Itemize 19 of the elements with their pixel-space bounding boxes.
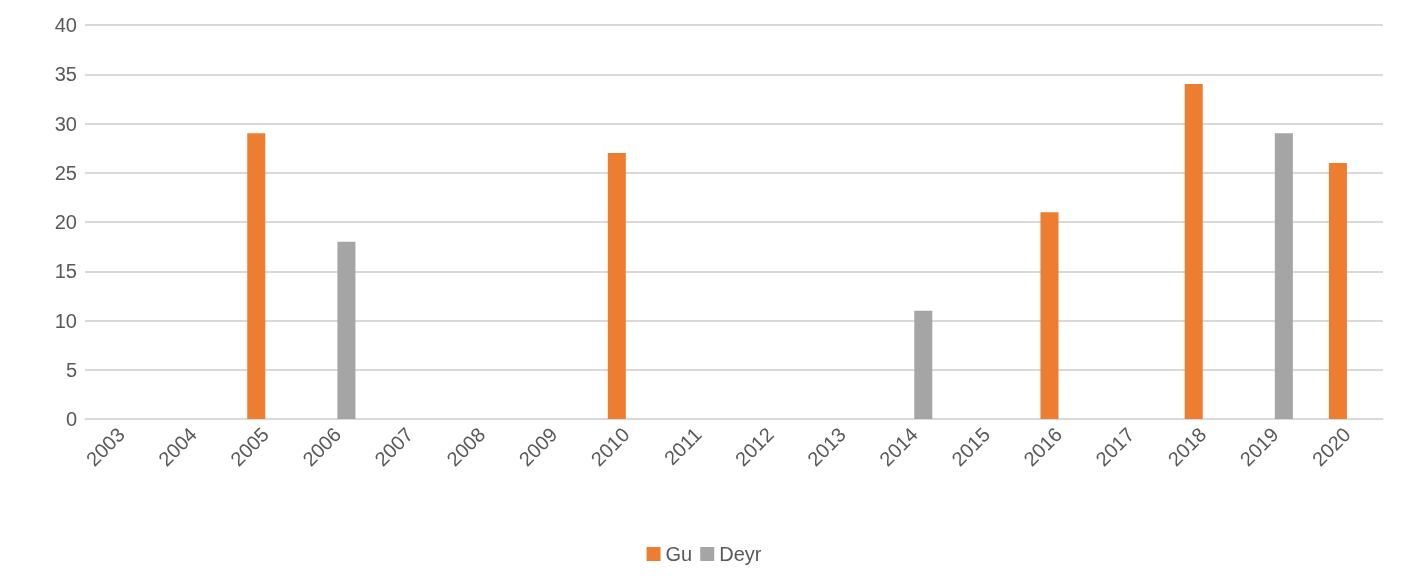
y-tick-label: 5: [65, 358, 77, 381]
y-tick-label: 30: [54, 112, 77, 135]
y-tick-label: 15: [54, 260, 77, 283]
bar: [247, 133, 266, 419]
bar: [1040, 212, 1059, 419]
y-tick-label: 35: [54, 63, 77, 86]
y-tick-label: 10: [54, 309, 77, 332]
legend-label: Gu: [665, 543, 693, 565]
bar: [1184, 84, 1203, 419]
bar: [1274, 133, 1293, 419]
bar: [337, 241, 356, 419]
bar: [914, 310, 933, 419]
legend-label: Deyr: [719, 543, 762, 565]
bar: [1328, 162, 1347, 419]
bar: [607, 153, 626, 419]
y-tick-label: 40: [54, 14, 77, 36]
y-tick-label: 25: [54, 161, 77, 184]
y-tick-label: 0: [65, 408, 77, 430]
y-tick-label: 20: [54, 211, 77, 233]
